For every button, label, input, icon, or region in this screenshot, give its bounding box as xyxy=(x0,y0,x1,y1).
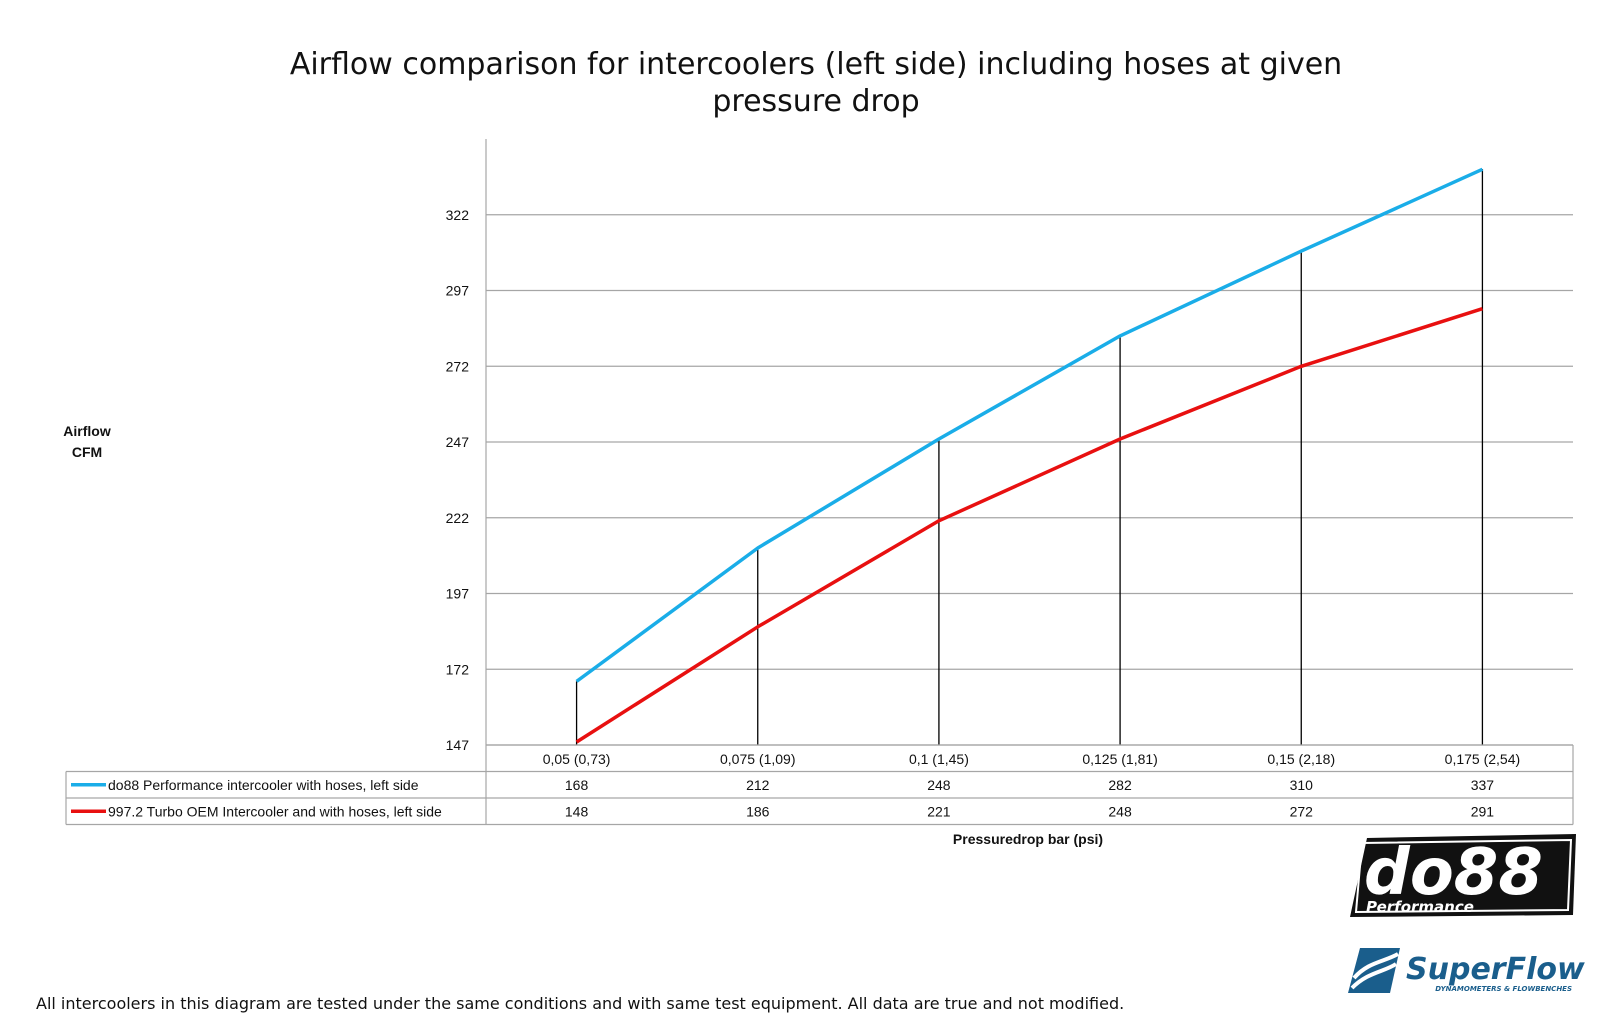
y-tick-labels: 147 172 197 222 247 272 297 322 xyxy=(446,207,470,753)
x-tick-label: 0,15 (2,18) xyxy=(1267,751,1335,767)
y-tick-label: 322 xyxy=(446,207,470,223)
x-tick-label: 0,075 (1,09) xyxy=(720,751,796,767)
y-tick-label: 272 xyxy=(446,358,470,374)
data-label: 282 xyxy=(1108,777,1132,793)
data-label: 272 xyxy=(1290,803,1314,819)
legend-entry-2: 997.2 Turbo OEM Intercooler and with hos… xyxy=(108,803,442,819)
data-label: 221 xyxy=(927,803,951,819)
data-label: 248 xyxy=(927,777,951,793)
do88-logo-text: do88 xyxy=(1364,836,1543,910)
gridlines xyxy=(485,139,1573,746)
y-tick-label: 147 xyxy=(446,737,470,753)
superflow-logo: SuperFlow DYNAMOMETERS & FLOWBENCHES xyxy=(1348,948,1585,993)
superflow-logo-text: SuperFlow xyxy=(1406,952,1585,987)
superflow-logo-subtext: DYNAMOMETERS & FLOWBENCHES xyxy=(1435,985,1572,993)
x-axis-label: Pressuredrop bar (psi) xyxy=(953,831,1103,847)
y-axis-label-line: Airflow xyxy=(63,423,111,439)
series-line-1 xyxy=(575,167,1484,683)
data-table: 0,05 (0,73) 0,075 (1,09) 0,1 (1,45) 0,125 (… xyxy=(65,744,1574,826)
series-line-2 xyxy=(575,307,1483,744)
data-label: 248 xyxy=(1108,803,1132,819)
x-tick-label: 0,1 (1,45) xyxy=(909,751,969,767)
y-tick-label: 247 xyxy=(446,434,470,450)
data-label: 291 xyxy=(1471,803,1495,819)
data-label: 212 xyxy=(746,777,770,793)
chart-title-line: Airflow comparison for intercoolers (lef… xyxy=(290,47,1342,82)
chart-title-line: pressure drop xyxy=(712,84,919,119)
y-tick-label: 297 xyxy=(446,283,470,299)
data-label: 168 xyxy=(565,777,589,793)
data-label: 186 xyxy=(746,803,770,819)
x-tick-label: 0,175 (2,54) xyxy=(1445,751,1521,767)
y-tick-label: 222 xyxy=(446,510,470,526)
y-tick-label: 197 xyxy=(446,586,470,602)
data-label: 337 xyxy=(1471,777,1495,793)
y-axis-label-line: CFM xyxy=(72,444,102,460)
x-tick-label: 0,125 (1,81) xyxy=(1082,751,1158,767)
legend-entry-1: do88 Performance intercooler with hoses,… xyxy=(108,777,419,793)
y-tick-label: 172 xyxy=(446,661,470,677)
drop-lines xyxy=(575,169,1484,745)
do88-logo-subtext: Performance xyxy=(1366,898,1474,916)
x-tick-label: 0,05 (0,73) xyxy=(543,751,611,767)
data-label: 310 xyxy=(1290,777,1314,793)
do88-logo: do88 Performance xyxy=(1350,834,1576,917)
footnote: All intercoolers in this diagram are tes… xyxy=(36,994,1124,1013)
data-label: 148 xyxy=(565,803,589,819)
y-axis-label: Airflow CFM xyxy=(63,423,111,460)
series-lines xyxy=(575,167,1484,744)
chart-title: Airflow comparison for intercoolers (lef… xyxy=(290,47,1342,119)
